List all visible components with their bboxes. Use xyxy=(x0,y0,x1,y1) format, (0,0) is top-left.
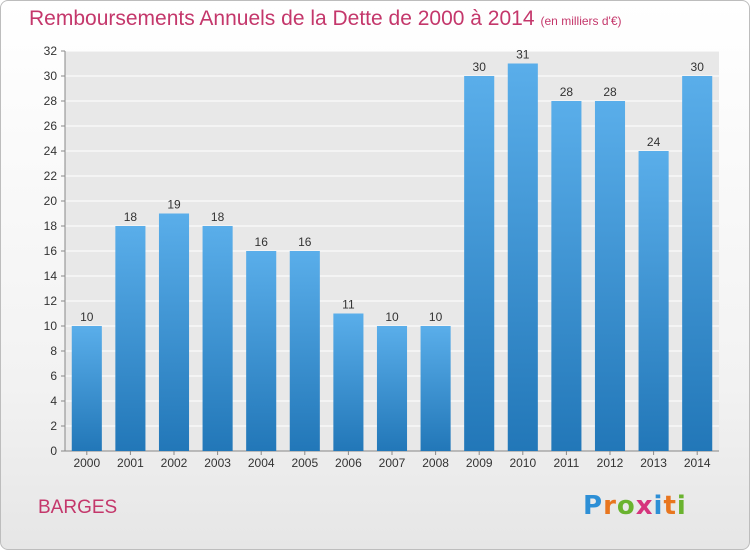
x-tick-label: 2006 xyxy=(335,456,362,470)
bar-value-label: 18 xyxy=(211,210,225,224)
bar xyxy=(638,151,669,451)
bar-value-label: 28 xyxy=(603,85,617,99)
x-tick-label: 2005 xyxy=(291,456,318,470)
y-tick-label: 0 xyxy=(50,444,57,458)
y-tick-label: 18 xyxy=(44,219,58,233)
y-tick-label: 10 xyxy=(44,319,58,333)
bar xyxy=(158,213,190,451)
x-tick-label: 2009 xyxy=(466,456,493,470)
y-tick-label: 30 xyxy=(44,69,58,83)
logo-letter: i xyxy=(653,491,664,521)
bar-value-label: 16 xyxy=(255,235,269,249)
y-tick-label: 4 xyxy=(50,394,57,408)
unit-label: (en milliers d'€) xyxy=(540,14,622,28)
bar-value-label: 10 xyxy=(429,310,443,324)
chart-title: Remboursements Annuels de la Dette de 20… xyxy=(29,7,622,31)
logo-letter: P xyxy=(583,491,604,521)
x-tick-label: 2013 xyxy=(640,456,667,470)
title-text: Remboursements Annuels de la Dette de 20… xyxy=(29,7,535,30)
y-tick-label: 12 xyxy=(44,294,58,308)
bar xyxy=(71,326,102,451)
bar-value-label: 24 xyxy=(647,135,661,149)
y-tick-label: 28 xyxy=(44,94,58,108)
bar xyxy=(376,326,408,451)
bar-value-label: 28 xyxy=(560,85,574,99)
bar xyxy=(464,76,495,451)
x-tick-label: 2008 xyxy=(422,456,449,470)
bar xyxy=(682,76,713,451)
x-tick-label: 2007 xyxy=(379,456,406,470)
x-tick-label: 2010 xyxy=(509,456,536,470)
logo-letter: o xyxy=(616,491,636,521)
logo-letter: t xyxy=(663,491,677,521)
town-name: BARGES xyxy=(38,497,118,518)
x-tick-label: 2000 xyxy=(73,456,100,470)
y-tick-label: 32 xyxy=(44,44,58,58)
x-tick-label: 2003 xyxy=(204,456,231,470)
bar xyxy=(333,313,364,451)
x-tick-label: 2004 xyxy=(248,456,275,470)
bar-value-label: 11 xyxy=(342,298,355,312)
bar xyxy=(507,63,538,451)
y-tick-label: 16 xyxy=(44,244,58,258)
logo-letter: i xyxy=(676,491,687,521)
x-tick-label: 2011 xyxy=(553,456,579,470)
y-tick-label: 24 xyxy=(44,144,58,158)
logo-letter: x xyxy=(635,491,654,521)
bar xyxy=(594,101,626,451)
y-tick-label: 26 xyxy=(44,119,58,133)
x-tick-label: 2002 xyxy=(161,456,188,470)
proxiti-logo: Proxiti xyxy=(583,491,687,521)
bar xyxy=(289,251,320,451)
y-tick-label: 22 xyxy=(44,169,58,183)
bar-value-label: 19 xyxy=(167,198,181,212)
y-tick-label: 20 xyxy=(44,194,58,208)
bar-value-label: 10 xyxy=(385,310,399,324)
bar xyxy=(115,226,146,451)
bar xyxy=(246,251,277,451)
logo-letter: r xyxy=(603,491,617,521)
y-tick-label: 6 xyxy=(50,369,57,383)
x-tick-label: 2012 xyxy=(597,456,624,470)
bar-value-label: 18 xyxy=(124,210,138,224)
y-tick-label: 14 xyxy=(44,269,58,283)
bar-value-label: 30 xyxy=(691,60,705,74)
bar-value-label: 31 xyxy=(516,48,530,62)
bar-value-label: 30 xyxy=(473,60,487,74)
bar-value-label: 16 xyxy=(298,235,312,249)
bar xyxy=(420,326,451,451)
bar xyxy=(551,101,582,451)
bar-value-label: 10 xyxy=(80,310,94,324)
x-tick-label: 2014 xyxy=(684,456,711,470)
y-tick-label: 2 xyxy=(50,419,57,433)
bar xyxy=(202,226,233,451)
x-tick-label: 2001 xyxy=(117,456,144,470)
y-tick-label: 8 xyxy=(50,344,57,358)
